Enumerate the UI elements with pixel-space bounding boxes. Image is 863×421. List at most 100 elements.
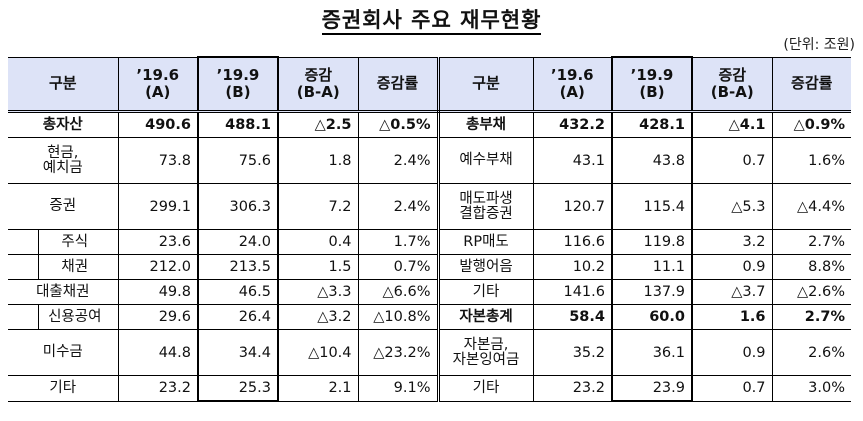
asset-value-rate: 1.7% bbox=[357, 229, 440, 255]
liability-value-a: 58.4 bbox=[532, 304, 613, 330]
asset-label: 총자산 bbox=[8, 111, 119, 138]
asset-value-b: 25.3 bbox=[197, 375, 279, 402]
liability-value-diff: 0.9 bbox=[691, 254, 773, 280]
liability-value-a: 23.2 bbox=[532, 375, 613, 402]
asset-value-rate: 9.1% bbox=[357, 375, 440, 402]
asset-value-rate: 2.4% bbox=[357, 183, 440, 230]
asset-value-a: 29.6 bbox=[117, 304, 199, 330]
liability-label: 기타 bbox=[437, 279, 534, 305]
liability-value-diff: 1.6 bbox=[691, 304, 773, 330]
liability-value-b: 137.9 bbox=[611, 279, 693, 305]
asset-value-b: 46.5 bbox=[197, 279, 279, 305]
liability-value-a: 120.7 bbox=[532, 183, 613, 230]
liability-label: 자본총계 bbox=[437, 304, 534, 330]
asset-label: 기타 bbox=[8, 375, 119, 402]
asset-value-a: 490.6 bbox=[117, 111, 199, 138]
liability-value-b: 60.0 bbox=[611, 304, 693, 330]
col-header-b-right: ’19.9 (B) bbox=[611, 56, 693, 113]
liability-value-rate: 2.6% bbox=[771, 329, 851, 376]
liability-value-rate: △2.6% bbox=[771, 279, 851, 305]
liability-value-rate: 2.7% bbox=[771, 229, 851, 255]
col-header-b-left: ’19.9 (B) bbox=[197, 56, 279, 113]
asset-value-rate: △23.2% bbox=[357, 329, 440, 376]
col-header-rate-right: 증감률 bbox=[771, 56, 851, 113]
liability-value-a: 35.2 bbox=[532, 329, 613, 376]
asset-value-diff: 2.1 bbox=[277, 375, 359, 402]
liability-label: 예수부채 bbox=[437, 137, 534, 184]
col-header-rate-left: 증감률 bbox=[357, 56, 440, 113]
liability-value-diff: 0.9 bbox=[691, 329, 773, 376]
liability-value-rate: 8.8% bbox=[771, 254, 851, 280]
col-header-category-left: 구분 bbox=[8, 56, 119, 113]
asset-value-diff: △3.3 bbox=[277, 279, 359, 305]
table-row: 증권 299.1 306.3 7.2 2.4% 매도파생 결합증권 120.7 115.4 △5.… bbox=[8, 183, 851, 230]
asset-label: 신용공여 bbox=[8, 304, 119, 330]
col-header-category-right: 구분 bbox=[437, 56, 534, 113]
liability-value-b: 43.8 bbox=[611, 137, 693, 184]
header-row: 구분 ’19.6 (A) ’19.9 (B) 증감 (B-A) 증감률 구분 ’19.… bbox=[8, 56, 851, 113]
page-title: 증권회사 주요 재무현황 bbox=[0, 4, 863, 35]
liability-value-rate: 3.0% bbox=[771, 375, 851, 402]
table-row: 채권 212.0 213.5 1.5 0.7% 발행어음 10.2 11.1 0.9 8.8% bbox=[8, 254, 851, 280]
asset-value-b: 306.3 bbox=[197, 183, 279, 230]
table-row: 총자산 490.6 488.1 △2.5 △0.5% 총부채 432.2 428.1 △4.1 △… bbox=[8, 111, 851, 138]
liability-value-diff: 3.2 bbox=[691, 229, 773, 255]
asset-value-a: 23.6 bbox=[117, 229, 199, 255]
liability-value-a: 43.1 bbox=[532, 137, 613, 184]
liability-value-a: 116.6 bbox=[532, 229, 613, 255]
liability-value-b: 11.1 bbox=[611, 254, 693, 280]
asset-value-diff: 0.4 bbox=[277, 229, 359, 255]
liability-value-rate: △0.9% bbox=[771, 111, 851, 138]
liability-value-b: 36.1 bbox=[611, 329, 693, 376]
asset-value-diff: 7.2 bbox=[277, 183, 359, 230]
asset-value-diff: △3.2 bbox=[277, 304, 359, 330]
liability-value-b: 119.8 bbox=[611, 229, 693, 255]
table-row: 대출채권 49.8 46.5 △3.3 △6.6% 기타 141.6 137.9 △3.7 △2.… bbox=[8, 279, 851, 305]
asset-value-a: 299.1 bbox=[117, 183, 199, 230]
table-row: 미수금 44.8 34.4 △10.4 △23.2% 자본금, 자본잉여금 35.2 36.1 0… bbox=[8, 329, 851, 376]
liability-value-b: 428.1 bbox=[611, 111, 693, 138]
table-row: 신용공여 29.6 26.4 △3.2 △10.8% 자본총계 58.4 60.0 1.6 2.7… bbox=[8, 304, 851, 330]
liability-value-diff: △4.1 bbox=[691, 111, 773, 138]
asset-value-rate: △6.6% bbox=[357, 279, 440, 305]
liability-value-rate: 1.6% bbox=[771, 137, 851, 184]
asset-value-a: 73.8 bbox=[117, 137, 199, 184]
liability-value-b: 115.4 bbox=[611, 183, 693, 230]
asset-value-a: 212.0 bbox=[117, 254, 199, 280]
table-row: 기타 23.2 25.3 2.1 9.1% 기타 23.2 23.9 0.7 3.0% bbox=[8, 375, 851, 402]
asset-value-b: 488.1 bbox=[197, 111, 279, 138]
asset-label: 미수금 bbox=[8, 329, 119, 376]
liability-label: 기타 bbox=[437, 375, 534, 402]
asset-value-b: 24.0 bbox=[197, 229, 279, 255]
asset-value-diff: 1.5 bbox=[277, 254, 359, 280]
col-header-diff-right: 증감 (B-A) bbox=[691, 56, 773, 113]
asset-value-diff: 1.8 bbox=[277, 137, 359, 184]
asset-value-b: 75.6 bbox=[197, 137, 279, 184]
asset-label: 주식 bbox=[8, 229, 119, 255]
liability-value-diff: 0.7 bbox=[691, 375, 773, 402]
unit-label: (단위: 조원) bbox=[783, 37, 855, 53]
asset-value-b: 213.5 bbox=[197, 254, 279, 280]
liability-value-b: 23.9 bbox=[611, 375, 693, 402]
liability-label: 자본금, 자본잉여금 bbox=[437, 329, 534, 376]
asset-value-a: 44.8 bbox=[117, 329, 199, 376]
asset-value-a: 49.8 bbox=[117, 279, 199, 305]
liability-value-diff: △3.7 bbox=[691, 279, 773, 305]
asset-value-a: 23.2 bbox=[117, 375, 199, 402]
liability-value-rate: △4.4% bbox=[771, 183, 851, 230]
asset-label: 대출채권 bbox=[8, 279, 119, 305]
liability-label: 매도파생 결합증권 bbox=[437, 183, 534, 230]
col-header-diff-left: 증감 (B-A) bbox=[277, 56, 359, 113]
asset-value-rate: 2.4% bbox=[357, 137, 440, 184]
liability-value-a: 432.2 bbox=[532, 111, 613, 138]
asset-label: 채권 bbox=[8, 254, 119, 280]
liability-value-diff: △5.3 bbox=[691, 183, 773, 230]
asset-label: 증권 bbox=[8, 183, 119, 230]
col-header-a-left: ’19.6 (A) bbox=[117, 56, 199, 113]
col-header-a-right: ’19.6 (A) bbox=[532, 56, 613, 113]
liability-label: RP매도 bbox=[437, 229, 534, 255]
liability-value-diff: 0.7 bbox=[691, 137, 773, 184]
financial-table: 구분 ’19.6 (A) ’19.9 (B) 증감 (B-A) 증감률 구분 ’19.… bbox=[8, 56, 851, 402]
asset-value-b: 34.4 bbox=[197, 329, 279, 376]
asset-value-diff: △2.5 bbox=[277, 111, 359, 138]
